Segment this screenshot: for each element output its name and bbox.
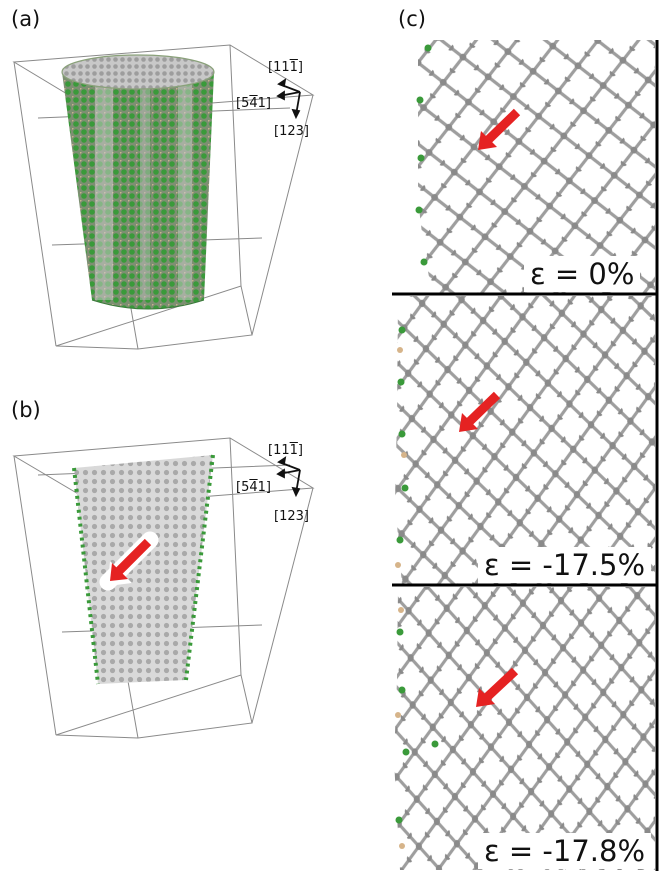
strain-label-1: ε = -17.5% xyxy=(478,547,652,583)
axis-label-a-111: [111] xyxy=(268,60,303,75)
strain-label-2: ε = -17.8% xyxy=(478,833,652,869)
panel-b-label: (b) xyxy=(11,398,41,422)
axis-label-b-111: [111] xyxy=(268,443,303,458)
panel-c-dividers xyxy=(392,40,659,871)
panel-c-view-0 xyxy=(415,40,655,293)
panel-c-label: (c) xyxy=(398,7,426,31)
panel-c-view-1 xyxy=(395,296,655,585)
panel-a-label: (a) xyxy=(11,7,41,31)
axis-label-b-541: [541] xyxy=(236,480,271,495)
panel-a-nanowire-cylinder xyxy=(61,54,215,310)
panel-c-view-2 xyxy=(394,587,655,870)
panel-b-simulation-box xyxy=(12,437,315,739)
axis-label-a-541: [541] xyxy=(236,96,271,111)
axis-label-b-123: [123] xyxy=(274,509,309,524)
strain-label-0: ε = 0% xyxy=(524,256,641,292)
axis-label-a-123: [123] xyxy=(274,124,309,139)
panel-a-axis-triad xyxy=(276,78,301,120)
panel-b-axis-triad xyxy=(276,456,301,498)
panel-b-slip-arrow xyxy=(99,531,159,591)
panel-b-nanowire-slab xyxy=(72,454,215,685)
